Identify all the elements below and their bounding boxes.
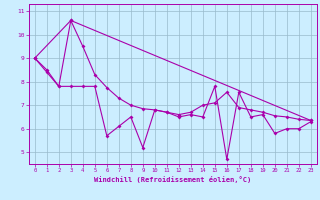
X-axis label: Windchill (Refroidissement éolien,°C): Windchill (Refroidissement éolien,°C) xyxy=(94,176,252,183)
